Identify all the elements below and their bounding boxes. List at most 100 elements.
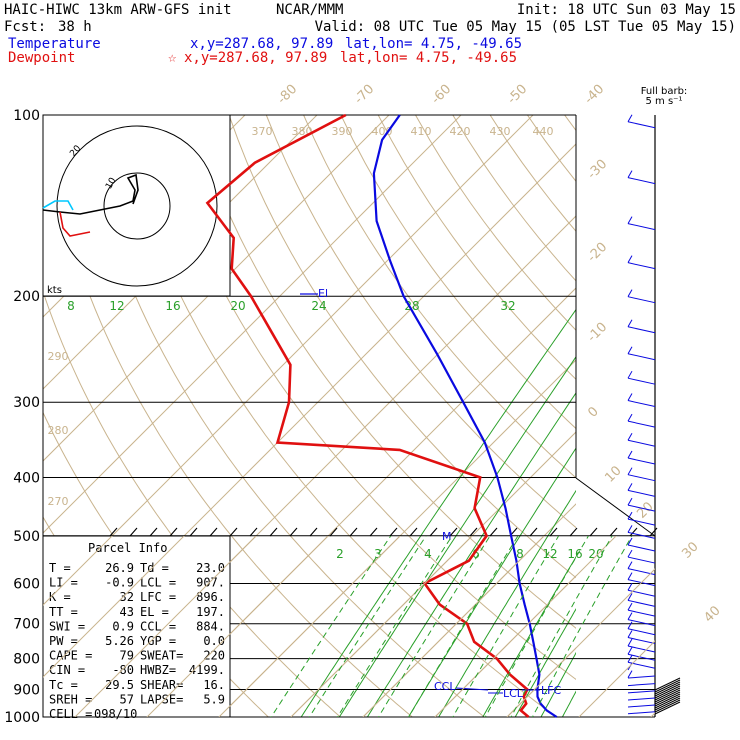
pressure-tick-label: 800	[13, 652, 40, 668]
wind-barb-cluster	[654, 687, 681, 701]
parcel-info-cell: SWEAT=	[140, 649, 183, 663]
parcel-info-rows: T = 26.9 Td = 23.0 LI = -0.9 LCL = 907. K = 32 LFC…	[49, 561, 225, 721]
theta-label: 430	[490, 125, 511, 138]
isotherm-line	[578, 640, 655, 717]
theta-label: 410	[411, 125, 432, 138]
hodograph-inset: 10 20 kts	[42, 114, 231, 297]
mixing-ratio-line-dashed	[452, 536, 560, 717]
parcel-info-cell: LCL =	[140, 576, 176, 590]
pressure-tick-label: 100	[13, 108, 40, 124]
dewpoint-legend: Dewpoint	[8, 50, 75, 66]
isotherm-line	[290, 536, 473, 717]
wind-barb-feather	[627, 593, 633, 601]
mixing-ratio-label: 4	[424, 547, 432, 561]
parcel-info-cell: PW =	[49, 634, 78, 648]
wind-barb-shaft	[627, 531, 656, 539]
hodograph-trace-mid	[42, 173, 139, 215]
isotherm-label: 30	[679, 539, 701, 561]
hatch-mark	[609, 527, 618, 537]
mixing-ratio-line	[514, 608, 576, 717]
isotherm-label: 10	[602, 463, 624, 485]
wind-barb-shaft	[627, 504, 656, 512]
wind-barb-shaft	[627, 377, 656, 385]
mixing-ratio-line	[540, 651, 576, 717]
hatch-mark	[389, 527, 398, 537]
isotherm-line	[146, 536, 329, 717]
parcel-info-cell: 79	[120, 649, 134, 663]
hodograph-trace-low	[42, 200, 74, 211]
mixing-ratio-line-dashed	[531, 536, 633, 717]
pressure-tick-label: 600	[13, 576, 40, 592]
mixing-ratio-line	[574, 296, 740, 730]
isotherm-label: -70	[352, 82, 378, 108]
wind-barb-feather	[627, 497, 633, 506]
header: HAIC-HIWC 13km ARW-GFS init NCAR/MMM Ini…	[4, 2, 736, 107]
parcel-info-cell: HWBZ=	[140, 663, 176, 677]
parcel-info-cell: 220	[203, 649, 225, 663]
parcel-info-cell: 29.5	[105, 678, 134, 692]
mixing-ratio-labels: 8 12 16 20 24 28 322 3 4 6 8 12 16 20	[67, 299, 603, 561]
pressure-tick-label: 500	[13, 529, 40, 545]
dry-adiabat-line	[452, 115, 576, 282]
wind-barb-feather	[627, 670, 633, 678]
mixing-ratio-line	[438, 489, 576, 717]
parcel-info-cell: SREH =	[49, 692, 92, 706]
parcel-info-cell: K =	[49, 590, 71, 604]
hatch-mark	[289, 527, 298, 537]
parcel-info-cell: 23.0	[196, 561, 225, 575]
isotherm-labels: -80 -70 -60 -50 -40 -30 -20 -10 0 10 20 30 40	[275, 82, 724, 626]
hatch-mark	[409, 527, 418, 537]
hatch-mark	[649, 527, 658, 537]
wind-barb-feather	[627, 602, 633, 611]
wind-barb-feather	[627, 511, 633, 520]
mixing-ratio-label: 16	[165, 299, 180, 313]
wind-barb-shaft	[627, 121, 656, 129]
mixing-ratio-label: 24	[311, 299, 326, 313]
wind-barb-shaft	[627, 420, 656, 428]
mixing-ratio-line	[338, 355, 576, 717]
wind-barb-feather	[627, 572, 633, 580]
temperature-xy: x,y=287.68, 97.89	[190, 36, 333, 52]
isotherm-line	[290, 431, 576, 717]
wind-barb-shaft	[627, 474, 656, 482]
wind-barb-shaft	[627, 690, 656, 694]
parcel-info-cell: TT =	[49, 605, 78, 619]
wind-barb-shaft	[627, 518, 656, 526]
theta-label: 390	[332, 125, 353, 138]
mixing-ratio-label: 12	[542, 547, 557, 561]
hodograph-ring-outer	[56, 125, 218, 287]
dry-adiabat-line	[228, 115, 576, 579]
parcel-info-cell: LI =	[49, 576, 78, 590]
isotherm-label: -10	[585, 320, 611, 346]
wind-barb-shaft	[627, 457, 656, 465]
isotherm-label: -60	[429, 82, 455, 108]
wind-barb-cluster	[654, 683, 681, 697]
lcl-marker: LCL	[503, 687, 524, 700]
dry-adiabat-line	[43, 115, 414, 717]
wind-barb-feather	[627, 255, 633, 263]
wind-barb-feather	[627, 525, 633, 533]
isotherm-line	[434, 575, 576, 717]
isotherm-label: 40	[701, 603, 723, 625]
parcel-info-cell: 16.	[203, 678, 225, 692]
wind-barb-feather	[627, 432, 633, 441]
init-time: Init: 18 UTC Sun 03 May 15	[517, 2, 736, 18]
wind-barb-feather	[627, 413, 633, 422]
full-barb-unit: 5 m s⁻¹	[646, 96, 683, 107]
mixing-ratio-line-dashed	[484, 536, 589, 717]
wind-barb-cluster	[654, 681, 681, 695]
parcel-info-cell: SHEAR=	[140, 678, 183, 692]
mixing-ratio-line-dashed	[270, 536, 392, 717]
pressure-tick-label: 400	[13, 470, 40, 486]
wind-barb-shaft	[627, 637, 656, 645]
wind-barb-shaft	[627, 326, 656, 334]
dry-adiabat-line	[489, 115, 576, 233]
wind-barb-feather	[627, 289, 633, 297]
wind-barb-shaft	[627, 556, 656, 564]
parcel-info-cell: LFC =	[140, 590, 176, 604]
hodograph-ring-inner	[103, 172, 171, 240]
dewpoint-xy: x,y=287.68, 97.89	[184, 50, 327, 66]
valid-time: Valid: 08 UTC Tue 05 May 15 (05 LST Tue …	[315, 19, 736, 35]
wind-barb-feather	[627, 582, 633, 591]
isotherm-line	[43, 115, 462, 534]
